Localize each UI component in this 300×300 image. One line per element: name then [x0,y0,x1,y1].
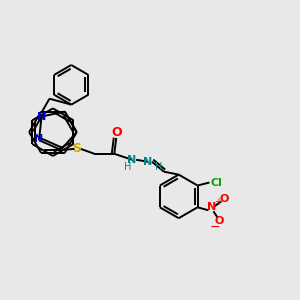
Text: −: − [210,220,220,234]
Text: O: O [220,194,229,204]
Text: +: + [214,197,222,207]
Text: Cl: Cl [210,178,222,188]
Text: O: O [111,125,122,139]
Text: N: N [143,157,153,167]
Text: H: H [124,162,132,172]
Text: N: N [34,134,44,144]
Text: O: O [215,216,224,226]
Text: N: N [207,202,216,212]
Text: N: N [128,155,137,165]
Text: S: S [72,142,81,155]
Text: H: H [155,162,163,172]
Text: N: N [37,112,46,122]
